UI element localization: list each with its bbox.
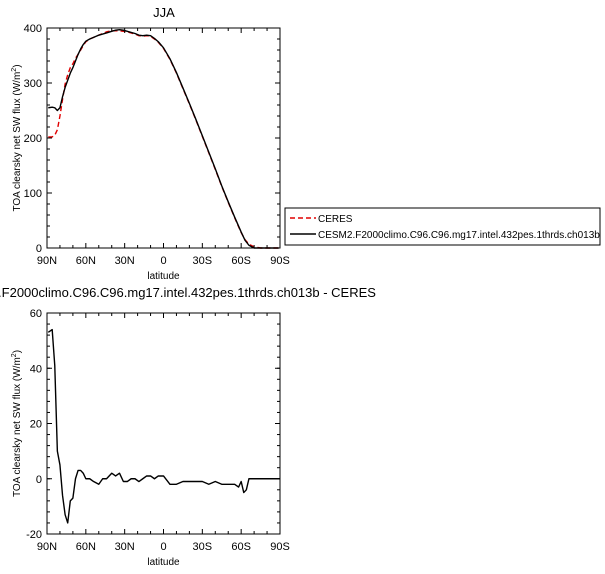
series-line-ceres: [48, 30, 279, 249]
y-axis-label-superscript: 2: [11, 353, 18, 357]
y-axis-label-close: ): [12, 64, 23, 67]
legend-label: CERES: [318, 214, 353, 225]
y-axis-label-close: ): [12, 350, 23, 353]
y-tick-label: 20: [30, 419, 42, 431]
plot-frame: [46, 27, 281, 249]
y-tick-label: -20: [26, 529, 42, 541]
x-tick-label: 60N: [76, 541, 96, 553]
x-tick-label: 90S: [270, 255, 290, 267]
x-tick-label: 60S: [231, 541, 251, 553]
x-tick-label: 90N: [37, 541, 57, 553]
x-tick-label: 0: [160, 541, 166, 553]
y-tick-label: 0: [36, 474, 42, 486]
series-line-cesm2: [48, 28, 279, 249]
series-line-difference: [47, 328, 280, 524]
y-tick-label: 100: [24, 188, 42, 200]
y-axis-label-text: TOA clearsky net SW flux (W/m: [12, 357, 23, 497]
bottom-panel-difference: .F2000climo.C96.C96.mg17.intel.432pes.1t…: [0, 285, 376, 568]
legend-box: [284, 207, 601, 246]
x-tick-label: 0: [160, 255, 166, 267]
chart-title: .F2000climo.C96.C96.mg17.intel.432pes.1t…: [0, 285, 376, 300]
top-panel-jja: JJA 90N 60N 30N 0 30S 60S 90S 0 100 200 300 400 latit…: [11, 5, 290, 282]
legend: CERES CESM2.F2000climo.C96.C96.mg17.intel…: [284, 207, 601, 246]
y-axis-label: TOA clearsky net SW flux (W/m2): [11, 350, 23, 497]
y-tick-label: 400: [24, 23, 42, 35]
y-axis-label-text: TOA clearsky net SW flux (W/m: [12, 72, 23, 212]
y-tick-label: 200: [24, 133, 42, 145]
y-tick-label: 300: [24, 78, 42, 90]
x-tick-label: 30N: [115, 255, 135, 267]
plot-frame: [46, 312, 281, 535]
x-axis-label: latitude: [147, 557, 180, 568]
legend-label: CESM2.F2000climo.C96.C96.mg17.intel.432p…: [318, 230, 600, 241]
y-axis-label: TOA clearsky net SW flux (W/m2): [11, 64, 23, 211]
y-tick-label: 40: [30, 363, 42, 375]
x-tick-label: 30N: [115, 541, 135, 553]
x-tick-label: 90N: [37, 255, 57, 267]
x-tick-label: 60N: [76, 255, 96, 267]
y-tick-label: 60: [30, 308, 42, 320]
x-tick-label: 60S: [231, 255, 251, 267]
chart-title: JJA: [153, 5, 175, 20]
y-tick-label: 0: [36, 243, 42, 255]
x-tick-label: 30S: [193, 255, 213, 267]
x-tick-label: 30S: [193, 541, 213, 553]
x-axis-label: latitude: [147, 271, 180, 282]
y-axis-label-superscript: 2: [11, 68, 18, 72]
x-tick-label: 90S: [270, 541, 290, 553]
